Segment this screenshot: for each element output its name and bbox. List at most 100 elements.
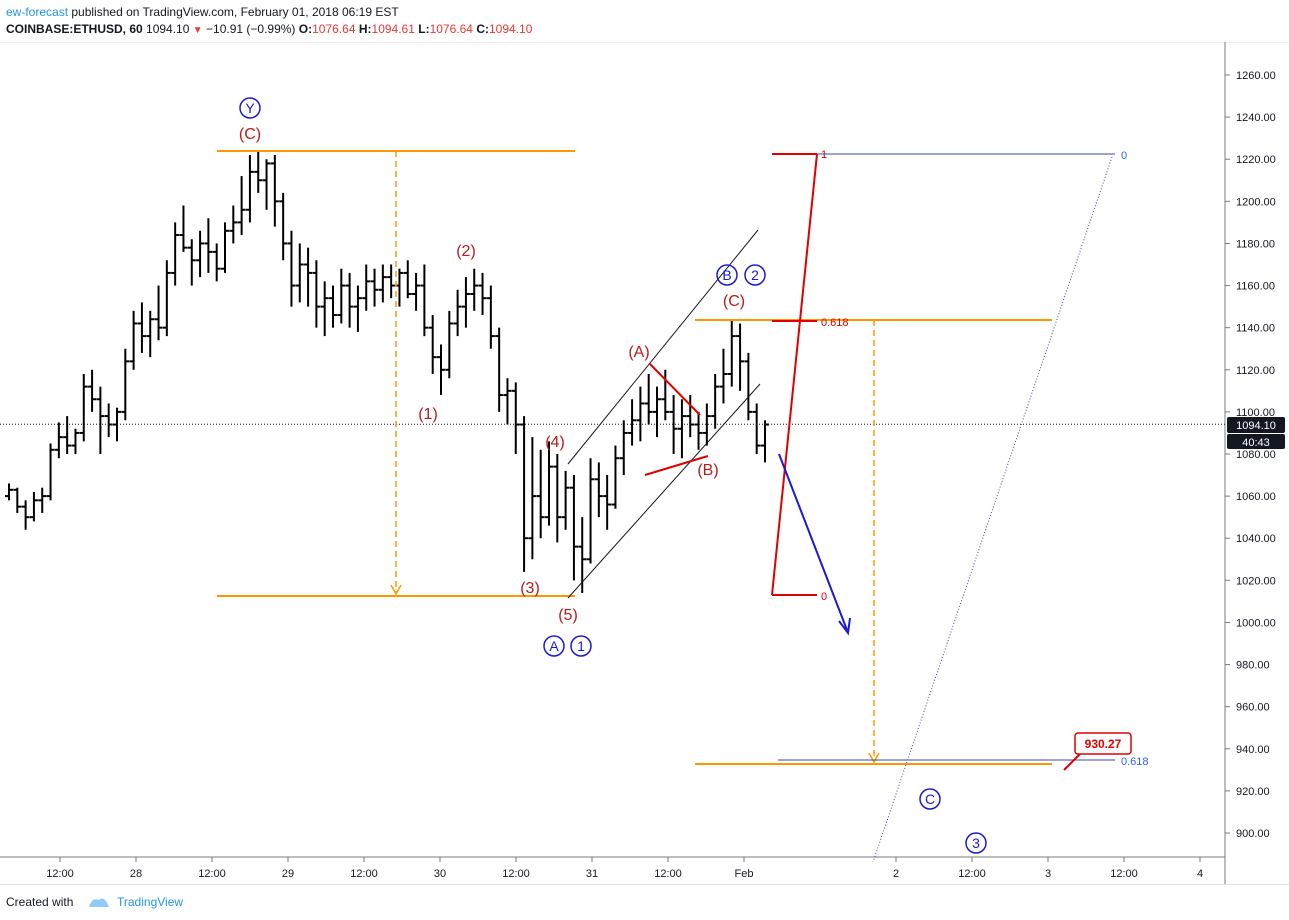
ohlc-bar: [545, 441, 553, 526]
ohlc-bar: [528, 437, 537, 560]
svg-text:A: A: [549, 638, 559, 654]
price-tick-label: 1240.00: [1236, 112, 1276, 124]
ohlc-bar: [295, 243, 304, 303]
svg-text:C: C: [925, 791, 935, 807]
ohlc-bar: [29, 491, 38, 522]
fib-red-diagonal: [771, 153, 818, 596]
wave-circle-label: 2: [744, 264, 766, 286]
ohlc-bar: [553, 454, 562, 543]
countdown-badge: [1227, 434, 1285, 449]
price-tick-label: 960.00: [1236, 702, 1270, 714]
time-tick-label: 2: [893, 868, 899, 880]
time-tick-label: 28: [130, 868, 142, 880]
svg-text:3: 3: [972, 835, 980, 851]
high-label: H:: [358, 22, 372, 36]
price-tick-label: 940.00: [1236, 744, 1270, 756]
ohlc-bar: [561, 470, 570, 530]
ohlc-bar: [536, 449, 545, 539]
ohlc-bar: [237, 176, 246, 236]
ohlc-bar: [495, 327, 504, 412]
ohlc-bar: [719, 348, 728, 404]
price-tick-label: 1020.00: [1236, 575, 1276, 587]
ohlc-bar: [412, 272, 421, 311]
callout-pointer: [1063, 753, 1081, 771]
ohlc-bar: [611, 445, 620, 509]
time-tick-label: 12:00: [502, 868, 530, 880]
ohlc-bar: [154, 285, 163, 341]
last-price: 1094.10: [146, 22, 190, 36]
price-tick-label: 920.00: [1236, 786, 1270, 798]
symbol-label[interactable]: COINBASE:ETHUSD, 60: [6, 22, 143, 36]
svg-text:Y: Y: [245, 100, 255, 116]
ohlc-bar: [503, 378, 512, 425]
price-tick-label: 1160.00: [1236, 281, 1275, 293]
ohlc-bar: [212, 243, 221, 282]
ohlc-bar: [21, 500, 30, 530]
time-tick-label: 3: [1045, 868, 1051, 880]
price-tick-label: 980.00: [1236, 660, 1270, 672]
ohlc-bar: [370, 268, 379, 307]
tradingview-link[interactable]: TradingView: [117, 895, 184, 909]
tradingview-logo-icon[interactable]: [88, 895, 110, 909]
ohlc-bar: [378, 264, 387, 303]
price-tick-label: 1040.00: [1236, 533, 1276, 545]
ohlc-bar: [403, 260, 412, 299]
close-label: C:: [476, 22, 489, 36]
ohlc-legend: COINBASE:ETHUSD, 60 1094.10 ▼ −10.91 (−0…: [6, 22, 532, 36]
wave-circle-label: Y: [239, 97, 261, 119]
countdown-badge-text: 40:43: [1242, 437, 1270, 449]
projection-arrow-icon: [390, 584, 402, 596]
ohlc-bar: [270, 155, 279, 227]
time-tick-label: Feb: [735, 868, 754, 880]
ohlc-bar: [736, 323, 745, 391]
price-tick-label: 1120.00: [1236, 365, 1275, 377]
ohlc-bar: [245, 155, 254, 223]
price-axis[interactable]: 900.00 920.00 940.00 960.00 980.00 1000.00 102…: [1225, 70, 1276, 840]
ohlc-bar: [54, 422, 63, 459]
ohlc-bar: [461, 277, 470, 328]
wave-circle-label: A: [543, 635, 565, 657]
time-axis[interactable]: 12:00 28 12:00 29 12:00 30 12:00 31 12:00 Feb 2 12:…: [46, 857, 1203, 880]
price-chart[interactable]: 900.00920.00940.00960.00980.001000.00102…: [0, 42, 1289, 884]
ohlc-bar: [428, 315, 437, 374]
triangle-lower-line: [644, 455, 709, 476]
ohlc-bar: [262, 159, 271, 210]
fib-level-label: 0: [1121, 150, 1127, 162]
forecast-arrow-icon: [838, 617, 851, 636]
ohlc-bars: [5, 150, 769, 593]
ohlc-bar: [470, 268, 479, 311]
ohlc-bar: [146, 310, 155, 358]
ohlc-bar: [187, 239, 196, 286]
ohlc-bar: [752, 403, 761, 454]
triangle-upper-line: [649, 363, 701, 416]
ohlc-bar: [362, 264, 371, 311]
ohlc-bar: [312, 260, 321, 328]
ohlc-bar: [636, 386, 645, 442]
svg-text:B: B: [722, 267, 731, 283]
ohlc-bar: [329, 285, 337, 328]
ohlc-bar: [204, 218, 213, 273]
wave-degree-label: (C): [239, 126, 261, 143]
ohlc-bar: [196, 230, 205, 278]
time-tick-label: 12:00: [198, 868, 226, 880]
ohlc-bar: [677, 399, 686, 459]
price-tick-label: 1180.00: [1236, 238, 1275, 250]
price-tick-label: 1260.00: [1236, 70, 1276, 82]
ohlc-bar: [420, 264, 429, 337]
ohlc-bar: [353, 285, 362, 332]
ohlc-bar: [137, 302, 146, 353]
author-link[interactable]: ew-forecast: [6, 5, 69, 19]
plot-area[interactable]: [0, 42, 1225, 884]
wave-circle-label: B: [716, 264, 738, 286]
ohlc-bar: [46, 443, 55, 501]
ohlc-bar: [478, 272, 487, 316]
wave-labels: Y B 2 A 1 C 3 (C) (2) (1) (4) (3) (5) (A) (B) (C) 1 0.618…: [239, 97, 1149, 854]
fib-level-label: 0.618: [1121, 756, 1149, 768]
wave-degree-label: (C): [723, 293, 745, 310]
ohlc-bar: [578, 517, 587, 593]
fib-level-label: 0: [821, 591, 827, 603]
wave-degree-label: (1): [418, 406, 438, 423]
wave-circle-label: C: [919, 788, 941, 810]
svg-text:1: 1: [577, 638, 585, 654]
low-label: L:: [418, 22, 430, 36]
